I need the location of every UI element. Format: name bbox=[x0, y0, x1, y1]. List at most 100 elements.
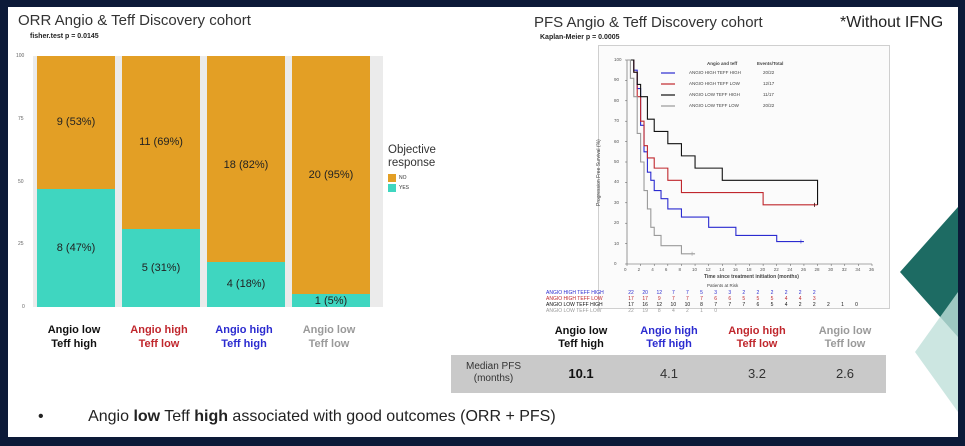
orr-legend: Objective response NO YES bbox=[388, 144, 436, 193]
km-xtick-label: 0 bbox=[624, 267, 627, 272]
km-plot bbox=[625, 59, 873, 266]
risk-cell: 2 bbox=[756, 290, 760, 296]
risk-cell: 3 bbox=[812, 296, 816, 302]
km-ytick-label: 0 bbox=[614, 261, 617, 266]
km-xtick-label: 28 bbox=[814, 267, 820, 272]
deco-triangle-light bbox=[915, 292, 958, 412]
deco-triangle bbox=[900, 207, 958, 337]
risk-cell: 6 bbox=[756, 302, 760, 308]
bar-segment-yes: 4 (18%) bbox=[207, 261, 285, 307]
risk-cell: 17 bbox=[628, 302, 634, 308]
median-col-header: Angio low Teff low bbox=[800, 325, 890, 351]
km-figure: 0 10 20 30 40 50 60 70 80 90 100 0 2 4 6 8 10 12 14 16 18 20… bbox=[546, 45, 890, 314]
median-value: 2.6 bbox=[835, 366, 855, 381]
median-pfs-label-line1: Median PFS bbox=[465, 361, 522, 372]
km-xtick-label: 10 bbox=[692, 267, 698, 272]
km-ytick-label: 100 bbox=[614, 57, 622, 62]
median-value: 4.1 bbox=[659, 366, 679, 381]
risk-cell: 8 bbox=[657, 308, 661, 314]
km-curve bbox=[627, 59, 819, 205]
risk-cell: 2 bbox=[742, 290, 746, 296]
risk-cell: 7 bbox=[686, 296, 689, 302]
risk-cell: 9 bbox=[657, 296, 661, 302]
median-col-header: Angio low Teff high bbox=[536, 325, 626, 351]
pfs-subtitle: Kaplan-Meier p = 0.0005 bbox=[540, 34, 620, 41]
risk-cell: 7 bbox=[700, 296, 703, 302]
orr-group-label: Angio high Teff low bbox=[118, 323, 200, 351]
risk-table-title: Patients at Risk bbox=[707, 283, 739, 288]
risk-cell: 7 bbox=[671, 290, 675, 296]
orr-subtitle: fisher.test p = 0.0145 bbox=[30, 33, 99, 40]
orr-group-line1: Angio high bbox=[130, 324, 188, 336]
risk-cell: 4 bbox=[671, 308, 675, 314]
km-legend-label: ANGIO LOW TEFF HIGH bbox=[689, 92, 740, 97]
bar-segment-no: 9 (53%) bbox=[37, 56, 115, 190]
km-ytick-label: 10 bbox=[614, 240, 620, 246]
km-ytick-label: 60 bbox=[614, 138, 620, 144]
legend-label-no: NO bbox=[399, 175, 407, 181]
bullet-bold-low: low bbox=[133, 408, 161, 425]
km-xtick-label: 16 bbox=[732, 267, 738, 272]
km-xtick-label: 4 bbox=[651, 267, 654, 272]
km-ytick-label: 50 bbox=[614, 159, 620, 164]
km-events-header: Events/Total bbox=[757, 61, 784, 66]
without-ifng-note: *Without IFNG bbox=[840, 14, 944, 31]
median-value: 3.2 bbox=[747, 366, 767, 381]
risk-row-label: ANGIO LOW TEFF HIGH bbox=[546, 302, 603, 308]
bar-segment-no: 20 (95%) bbox=[292, 56, 370, 295]
km-xtick-label: 20 bbox=[760, 267, 766, 272]
risk-cell: 6 bbox=[714, 296, 717, 302]
risk-cell: 20 bbox=[642, 290, 648, 296]
bullet-text: Angio bbox=[88, 408, 134, 425]
km-ytick-label: 40 bbox=[614, 179, 620, 185]
km-curve bbox=[627, 59, 696, 255]
risk-cell: 1 bbox=[700, 308, 703, 314]
km-ytick-label: 80 bbox=[614, 97, 620, 103]
legend-title-line2: response bbox=[388, 157, 436, 169]
risk-cell: 5 bbox=[770, 302, 774, 308]
km-legend-label: ANGIO HIGH TEFF HIGH bbox=[689, 70, 741, 75]
risk-cell: 7 bbox=[728, 302, 732, 308]
risk-cell: 3 bbox=[714, 290, 717, 296]
orr-ytick: 25 bbox=[18, 241, 24, 247]
orr-group-line1: Angio low bbox=[302, 324, 356, 336]
median-col-line2: Teff low bbox=[736, 338, 778, 350]
km-xtick-label: 24 bbox=[787, 267, 793, 272]
orr-title: ORR Angio & Teff Discovery cohort bbox=[18, 12, 251, 29]
orr-ytick: 50 bbox=[18, 179, 24, 185]
risk-cell: 7 bbox=[671, 296, 675, 302]
median-col-header: Angio high Teff high bbox=[624, 325, 714, 351]
risk-row-label: ANGIO HIGH TEFF HIGH bbox=[546, 290, 604, 296]
risk-cell: 19 bbox=[642, 308, 648, 314]
km-xtick-label: 12 bbox=[705, 267, 711, 272]
km-legend-title: Angio and teff bbox=[707, 61, 738, 66]
risk-cell: 2 bbox=[798, 290, 802, 296]
km-xtick-label: 6 bbox=[664, 267, 668, 272]
risk-cell: 2 bbox=[770, 290, 774, 296]
bar-segment-no: 11 (69%) bbox=[122, 56, 200, 230]
risk-cell: 17 bbox=[628, 296, 634, 302]
bullet-bold-high: high bbox=[194, 408, 228, 425]
km-xtick-label: 2 bbox=[637, 267, 641, 272]
risk-cell: 7 bbox=[686, 290, 689, 296]
legend-title-line1: Objective bbox=[388, 144, 436, 156]
km-ytick-label: 70 bbox=[614, 118, 620, 124]
legend-swatch-no bbox=[388, 174, 396, 182]
km-legend-label: ANGIO HIGH TEFF LOW bbox=[689, 81, 740, 86]
risk-cell: 4 bbox=[784, 296, 788, 302]
risk-cell: 1 bbox=[841, 302, 844, 308]
km-curve bbox=[627, 59, 804, 243]
risk-cell: 7 bbox=[714, 302, 717, 308]
km-ytick-label: 90 bbox=[614, 77, 620, 83]
median-col-line2: Teff low bbox=[824, 338, 866, 350]
orr-group-line1: Angio low bbox=[47, 324, 101, 336]
risk-cell: 10 bbox=[670, 302, 677, 308]
risk-row-label: ANGIO LOW TEFF LOW bbox=[546, 308, 602, 314]
median-col-line2: Teff high bbox=[558, 338, 604, 350]
orr-plot-area: 100 75 50 25 0 9 (53%) 8 (47%) 11 (69%) 5 (… bbox=[16, 53, 383, 310]
pfs-title: PFS Angio & Teff Discovery cohort bbox=[534, 14, 763, 31]
km-xtick-label: 22 bbox=[773, 267, 779, 272]
km-legend-events: 20/22 bbox=[763, 70, 775, 75]
km-xtick-label: 36 bbox=[869, 267, 875, 272]
km-ylabel: Progression Free Survival (%) bbox=[596, 139, 602, 206]
